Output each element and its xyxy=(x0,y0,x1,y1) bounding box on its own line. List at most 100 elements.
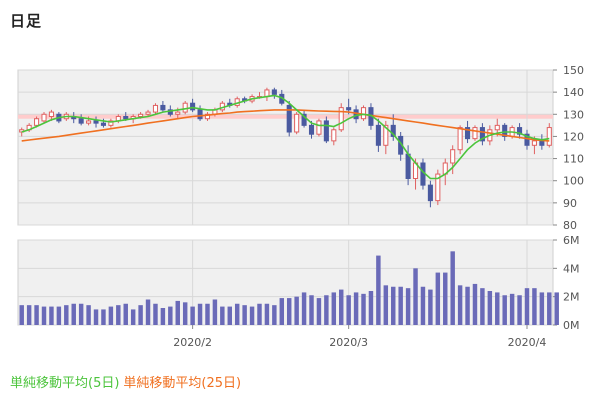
volume-bar xyxy=(220,306,225,325)
candle-body xyxy=(427,184,433,202)
volume-bar xyxy=(108,306,114,325)
volume-bar xyxy=(294,296,299,325)
volume-bar xyxy=(93,309,99,325)
volume-bar xyxy=(391,286,396,325)
price-tick-label: 140 xyxy=(563,86,584,99)
volume-bar xyxy=(301,292,307,325)
volume-bar xyxy=(524,288,530,325)
x-tick-label: 2020/3 xyxy=(329,336,368,349)
x-tick-label: 2020/4 xyxy=(508,336,547,349)
candle-body xyxy=(323,120,329,142)
price-tick-label: 110 xyxy=(563,153,584,166)
candle-body xyxy=(78,118,84,124)
volume-bar xyxy=(78,303,84,325)
volume-bar xyxy=(398,286,403,325)
candle-body xyxy=(546,127,552,146)
candle-body xyxy=(524,133,530,146)
candle-body xyxy=(123,116,129,120)
volume-bar xyxy=(487,291,493,325)
volume-bar xyxy=(509,293,515,325)
candle-body xyxy=(100,122,106,126)
volume-bar xyxy=(101,309,106,325)
volume-bar xyxy=(495,292,500,325)
price-tick-label: 100 xyxy=(563,175,584,188)
candle-body xyxy=(316,120,322,135)
legend: 単純移動平均(5日) 単純移動平均(25日) xyxy=(10,372,245,391)
candle-body xyxy=(472,127,478,140)
volume-bar xyxy=(279,298,285,325)
volume-bar xyxy=(160,308,166,325)
candle-body xyxy=(517,127,523,135)
ma5-line xyxy=(21,94,550,180)
price-tick-label: 120 xyxy=(563,130,584,143)
candle-body xyxy=(346,107,352,111)
volume-bar xyxy=(190,306,195,325)
volume-bar xyxy=(539,292,545,325)
volume-bar xyxy=(346,295,351,325)
volume-bar xyxy=(428,289,433,325)
volume-bar xyxy=(71,303,76,325)
volume-bar xyxy=(212,299,218,325)
price-panel: 80 90 100 110 120 130 140 150 xyxy=(17,64,584,232)
volume-bar xyxy=(249,306,255,325)
price-highlight-band xyxy=(18,114,553,119)
volume-bar xyxy=(116,305,121,325)
volume-bar xyxy=(138,305,143,325)
volume-bar xyxy=(532,288,537,325)
price-tick-label: 90 xyxy=(563,197,577,210)
volume-bar xyxy=(472,283,478,325)
volume-bar xyxy=(457,285,463,325)
candle-body xyxy=(502,124,508,137)
candle-body xyxy=(271,89,277,95)
volume-bar xyxy=(26,305,32,325)
volume-bar xyxy=(331,292,337,325)
volume-bar xyxy=(227,306,232,325)
candle-body xyxy=(353,109,359,120)
candle-body xyxy=(494,124,500,131)
volume-bar xyxy=(34,305,39,325)
candle-body xyxy=(465,127,471,140)
candle-body xyxy=(93,120,99,124)
volume-bar xyxy=(257,303,262,325)
candle-body xyxy=(152,104,159,113)
volume-bar xyxy=(234,303,240,325)
candle-body xyxy=(41,113,47,122)
candle-body xyxy=(308,124,315,135)
volume-bar xyxy=(19,305,24,325)
candle-body xyxy=(531,140,537,146)
volume-bar xyxy=(316,298,322,325)
candle-body xyxy=(108,120,114,126)
volume-bar xyxy=(554,292,559,325)
price-plot-area xyxy=(17,69,554,226)
volume-bar xyxy=(435,272,441,325)
candle-body xyxy=(138,113,144,117)
candle-body xyxy=(450,149,456,164)
candle-body xyxy=(182,102,188,113)
volume-bar xyxy=(64,305,69,325)
volume-bar xyxy=(443,272,448,325)
price-tick-label: 130 xyxy=(563,108,584,121)
volume-bar xyxy=(182,302,188,325)
volume-bar xyxy=(130,309,136,325)
volume-bar xyxy=(175,300,180,325)
candle-body xyxy=(457,127,463,151)
volume-bar xyxy=(339,289,344,325)
volume-bar xyxy=(465,286,470,325)
volume-bar xyxy=(361,293,366,325)
volume-bar xyxy=(145,299,151,325)
volume-tick-label: 0M xyxy=(563,319,580,332)
chart-title: 日足 xyxy=(10,12,43,30)
volume-tick-label: 4M xyxy=(563,262,580,275)
candle-body xyxy=(360,107,367,120)
candle-body xyxy=(86,120,92,124)
candle-body xyxy=(383,124,389,146)
volume-bar xyxy=(383,285,389,325)
candle-body xyxy=(286,104,292,133)
candle-body xyxy=(479,127,485,142)
candle-body xyxy=(338,107,344,131)
volume-bar xyxy=(547,292,552,325)
volume-bar xyxy=(517,295,522,325)
volume-bar xyxy=(324,295,329,325)
volume-bar xyxy=(123,303,128,325)
volume-bar xyxy=(264,303,270,325)
